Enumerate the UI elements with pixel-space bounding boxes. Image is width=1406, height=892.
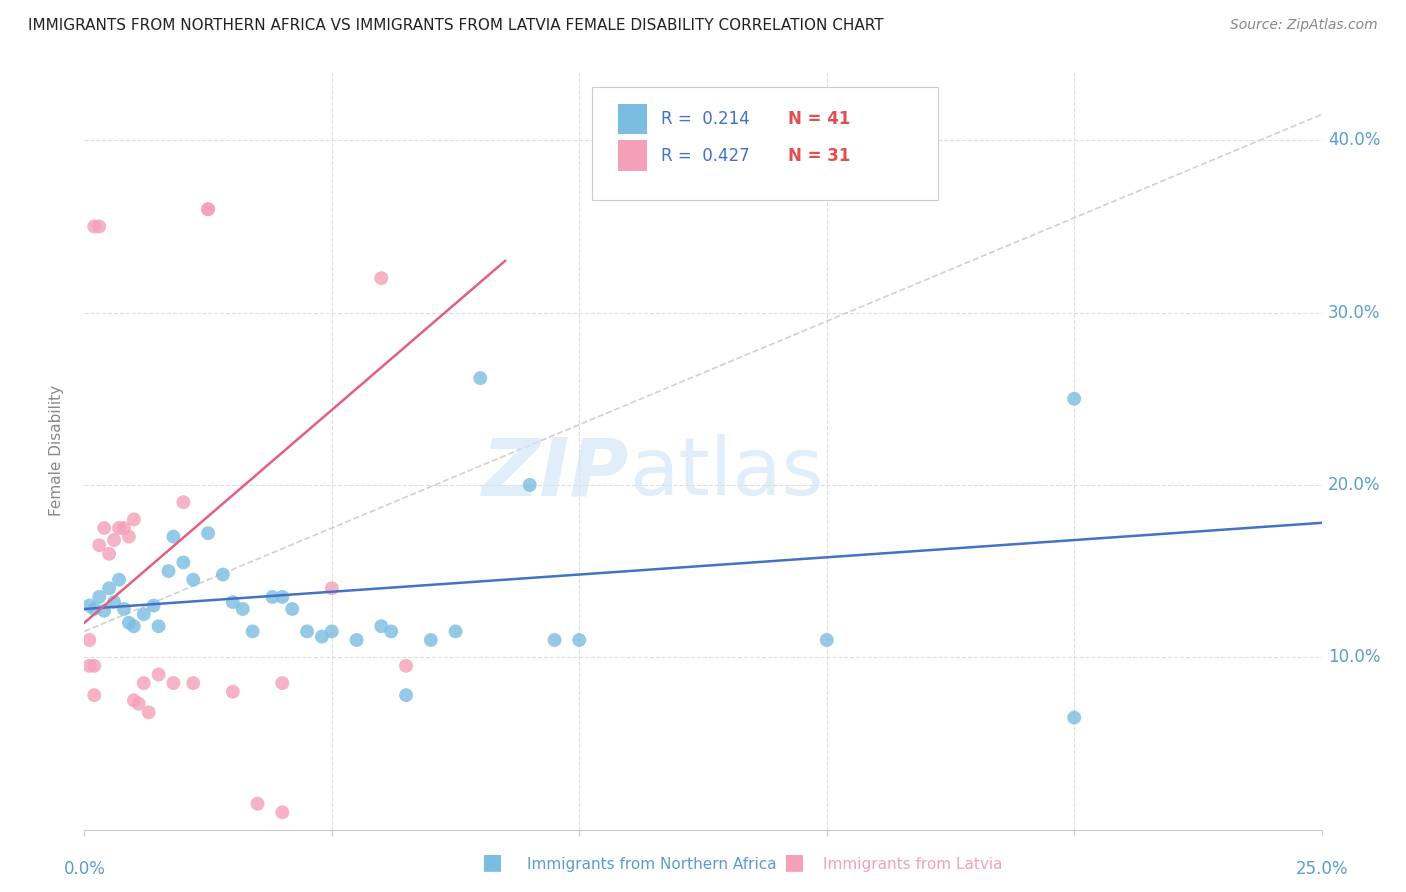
Point (98, 582, 121, 596)
Text: ZIP: ZIP (481, 434, 628, 512)
Point (93, 521, 115, 535)
Point (148, 667, 170, 681)
Point (246, 797, 269, 811)
Point (815, 633, 838, 648)
Point (138, 706, 160, 720)
Point (93, 604, 115, 618)
Point (271, 590, 294, 604)
Point (271, 805, 294, 820)
Point (128, 697, 150, 711)
Point (132, 607, 155, 622)
Point (181, 573, 204, 587)
Point (519, 478, 541, 492)
Point (79, 599, 101, 613)
Text: 0.0%: 0.0% (63, 860, 105, 878)
Point (370, 619, 392, 633)
Point (112, 521, 135, 535)
Point (543, 633, 565, 648)
Point (132, 676, 155, 690)
Point (295, 624, 318, 639)
Point (103, 533, 125, 547)
Point (1063, 710, 1085, 724)
Point (380, 624, 402, 639)
Point (321, 624, 343, 639)
Text: N = 31: N = 31 (789, 146, 851, 164)
Point (419, 633, 441, 648)
Point (108, 573, 131, 587)
Point (197, 202, 219, 217)
Point (112, 602, 135, 616)
Point (157, 564, 180, 578)
Text: IMMIGRANTS FROM NORTHERN AFRICA VS IMMIGRANTS FROM LATVIA FEMALE DISABILITY CORR: IMMIGRANTS FROM NORTHERN AFRICA VS IMMIG… (28, 18, 884, 33)
Point (212, 567, 235, 582)
Point (122, 512, 145, 526)
Point (222, 595, 245, 609)
Point (281, 602, 304, 616)
Point (118, 615, 141, 630)
Point (83, 219, 105, 234)
Text: atlas: atlas (628, 434, 823, 512)
Text: R =  0.214: R = 0.214 (661, 110, 749, 128)
Text: 40.0%: 40.0% (1327, 131, 1381, 149)
Point (232, 602, 254, 616)
Text: ■: ■ (785, 853, 804, 872)
Point (118, 530, 141, 544)
Point (79, 633, 101, 648)
Text: N = 41: N = 41 (789, 110, 851, 128)
Point (89, 219, 111, 234)
Point (148, 619, 170, 633)
Point (395, 688, 418, 702)
Point (346, 633, 368, 648)
FancyBboxPatch shape (617, 104, 647, 135)
Text: R =  0.427: R = 0.427 (661, 146, 749, 164)
Point (321, 582, 343, 596)
Point (162, 676, 184, 690)
Point (103, 595, 125, 609)
Text: 10.0%: 10.0% (1327, 648, 1381, 666)
Point (395, 658, 418, 673)
Point (122, 693, 145, 707)
Point (197, 526, 219, 541)
Point (181, 676, 204, 690)
Point (222, 684, 245, 698)
Point (83, 602, 105, 616)
Point (311, 630, 333, 644)
Point (142, 599, 165, 613)
Point (242, 624, 264, 639)
Point (79, 658, 101, 673)
Y-axis label: Female Disability: Female Disability (49, 384, 63, 516)
Text: Immigrants from Latvia: Immigrants from Latvia (823, 857, 1002, 872)
Point (197, 202, 219, 217)
Point (172, 556, 194, 570)
Point (370, 271, 392, 285)
Point (83, 658, 105, 673)
Point (83, 688, 105, 702)
Point (568, 633, 591, 648)
Point (1063, 392, 1085, 406)
Point (89, 590, 111, 604)
FancyBboxPatch shape (617, 140, 647, 170)
Point (262, 590, 284, 604)
Point (122, 619, 145, 633)
FancyBboxPatch shape (592, 87, 938, 201)
Point (271, 676, 294, 690)
Text: 20.0%: 20.0% (1327, 476, 1381, 494)
Point (89, 538, 111, 552)
Point (172, 495, 194, 509)
Text: 30.0%: 30.0% (1327, 303, 1381, 322)
Point (470, 371, 492, 385)
Text: Source: ZipAtlas.com: Source: ZipAtlas.com (1230, 18, 1378, 32)
Text: ■: ■ (482, 853, 502, 872)
Point (108, 521, 131, 535)
Point (162, 530, 184, 544)
Point (98, 547, 121, 561)
Text: 25.0%: 25.0% (1295, 860, 1348, 878)
Text: Immigrants from Northern Africa: Immigrants from Northern Africa (527, 857, 778, 872)
Point (444, 624, 467, 639)
